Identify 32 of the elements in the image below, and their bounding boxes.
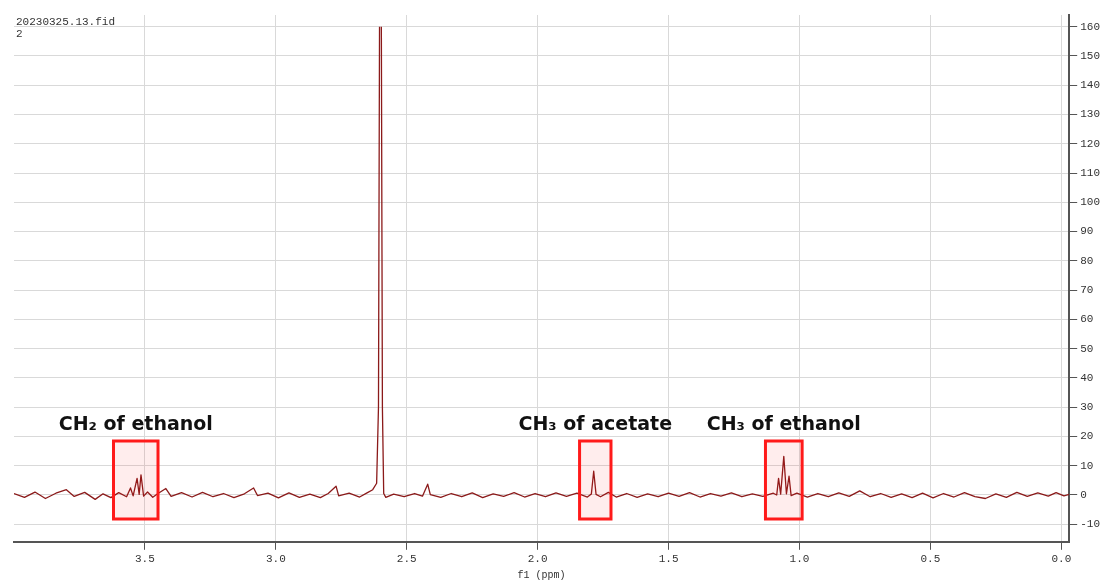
x-tick-label: 1.0 <box>789 553 810 566</box>
x-tick-label: 0.5 <box>920 553 941 566</box>
annotation: 2 <box>16 28 23 41</box>
y-tick-label: 60 <box>1080 313 1094 326</box>
y-tick-label: 10 <box>1080 459 1094 472</box>
y-tick-label: -10 <box>1080 518 1101 531</box>
annotation: 20230325.13.fid <box>16 16 116 29</box>
x-tick-label: 2.0 <box>527 553 548 566</box>
band-label: CH₃ of ethanol <box>706 412 861 435</box>
x-tick-label: 3.0 <box>265 553 286 566</box>
x-tick-label: 2.5 <box>396 553 417 566</box>
y-tick-label: 80 <box>1080 254 1094 267</box>
y-tick-label: 20 <box>1080 430 1094 443</box>
band-label: CH₂ of ethanol <box>58 412 213 435</box>
band-label: CH₃ of acetate <box>518 412 673 435</box>
y-tick-label: 40 <box>1080 371 1094 384</box>
y-tick-label: 50 <box>1080 342 1094 355</box>
y-tick-label: 0 <box>1080 488 1087 501</box>
y-tick-label: 120 <box>1080 137 1101 150</box>
x-axis-title: f1 (ppm) <box>517 569 566 581</box>
x-tick-label: 0.0 <box>1051 553 1072 566</box>
y-tick-label: 30 <box>1080 401 1094 414</box>
x-tick-label: 1.5 <box>658 553 679 566</box>
y-tick-label: 100 <box>1080 196 1101 209</box>
y-tick-label: 130 <box>1080 108 1101 121</box>
y-tick-label: 150 <box>1080 49 1101 62</box>
y-tick-label: 90 <box>1080 225 1094 238</box>
y-tick-label: 70 <box>1080 284 1094 297</box>
x-tick-label: 3.5 <box>135 553 155 566</box>
y-tick-label: 110 <box>1080 166 1101 179</box>
y-tick-label: 140 <box>1080 79 1101 92</box>
y-tick-label: 160 <box>1080 20 1101 33</box>
